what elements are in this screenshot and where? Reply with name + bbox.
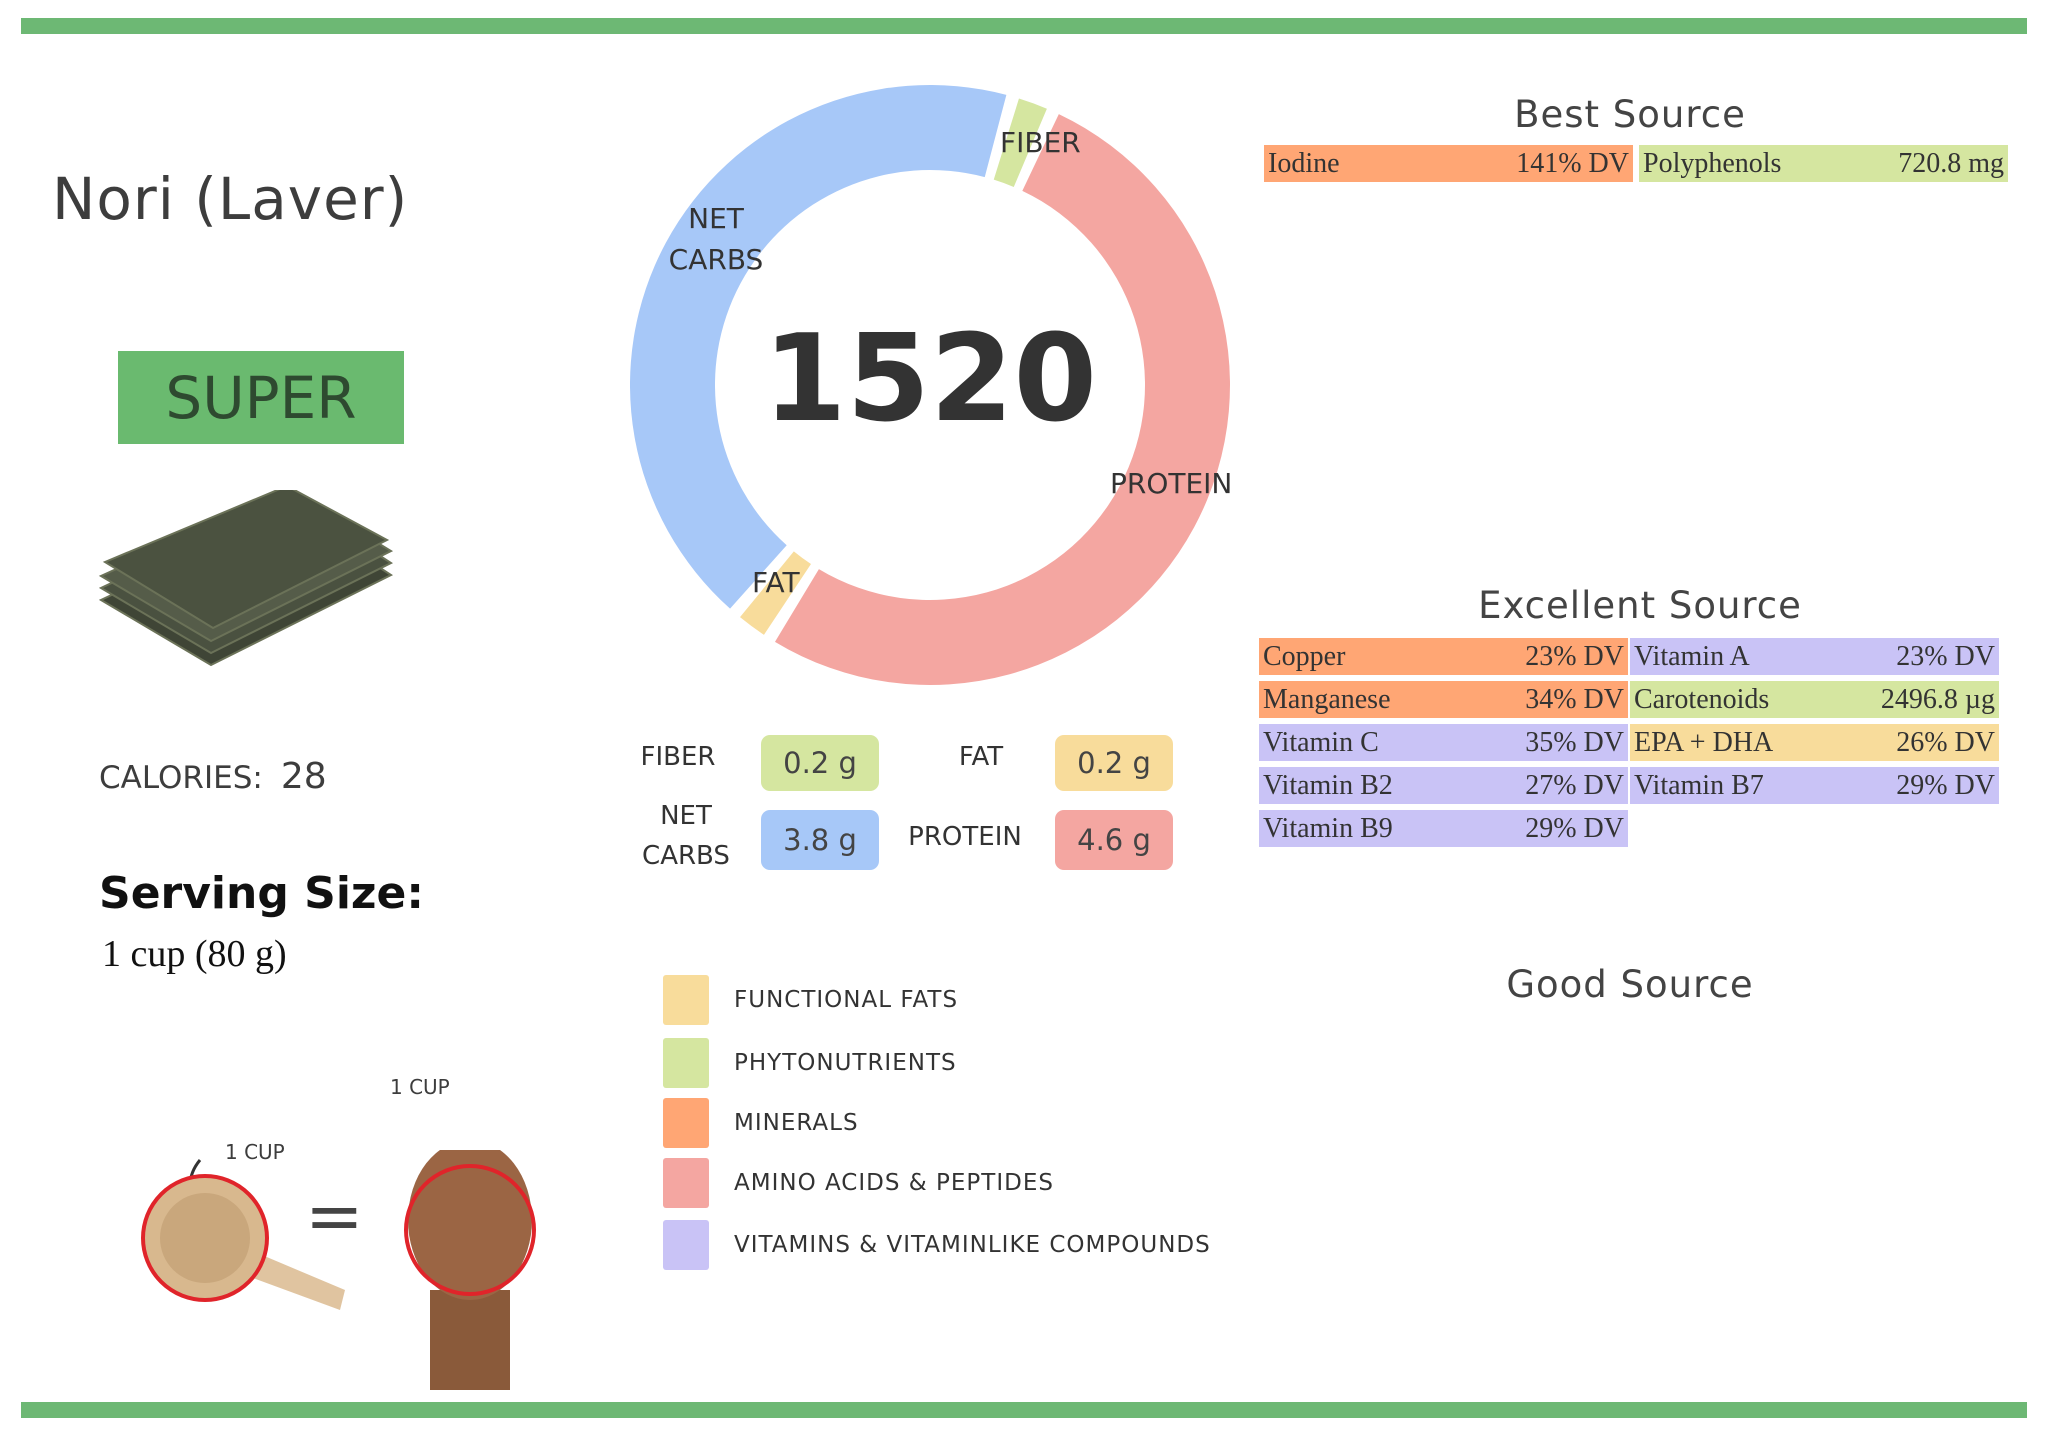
legend-label: PHYTONUTRIENTS — [734, 1050, 957, 1076]
nutrient-value: 2496.8 µg — [1880, 683, 1995, 715]
macro-value-fat: 0.2 g — [1055, 735, 1173, 791]
legend-swatch — [663, 1038, 709, 1088]
top-border — [21, 18, 2027, 34]
macro-label-net: NET — [660, 801, 712, 831]
legend-item: PHYTONUTRIENTS — [663, 1038, 957, 1088]
donut-segment-fiber — [993, 98, 1047, 187]
nutrient-value: 26% DV — [1896, 726, 1995, 758]
legend-item: AMINO ACIDS & PEPTIDES — [663, 1158, 1054, 1208]
bottom-border — [21, 1402, 2027, 1418]
nutrient-name: Copper — [1263, 640, 1346, 672]
nutrient-name: Manganese — [1263, 683, 1391, 715]
macro-label-fat: FAT — [958, 742, 1004, 772]
nutrient-name: EPA + DHA — [1634, 726, 1774, 758]
nutrient-value: 23% DV — [1896, 640, 1995, 672]
nutrient-row: Vitamin B2 27% DV — [1259, 767, 1628, 804]
nutrient-row: Iodine 141% DV — [1264, 145, 1633, 182]
donut-segment-protein — [774, 114, 1230, 685]
nutrient-name: Vitamin B9 — [1263, 812, 1393, 844]
macro-label-protein: PROTEIN — [908, 822, 1022, 852]
nutrient-row: Carotenoids 2496.8 µg — [1630, 681, 1999, 718]
cup-label: 1 CUP — [225, 1140, 285, 1164]
donut-label-protein: PROTEIN — [1110, 467, 1233, 500]
legend-label: MINERALS — [734, 1110, 859, 1136]
nutrient-value: 34% DV — [1525, 683, 1624, 715]
food-title: Nori (Laver) — [52, 165, 409, 233]
donut-label-fat: FAT — [752, 566, 800, 599]
legend-swatch — [663, 1158, 709, 1208]
svg-text:=: = — [305, 1175, 364, 1257]
excellent-source-title: Excellent Source — [1478, 584, 1802, 627]
cup-and-fist-icon: = — [141, 1150, 536, 1390]
nutrient-value: 29% DV — [1896, 769, 1995, 801]
calories: CALORIES: 28 — [99, 756, 327, 797]
nutrient-value: 720.8 mg — [1898, 147, 2004, 179]
nutrient-value: 141% DV — [1516, 147, 1629, 179]
donut-label-net-carbs: NET CARBS — [668, 198, 764, 280]
legend-label: FUNCTIONAL FATS — [734, 987, 959, 1013]
macro-donut-chart — [629, 84, 1230, 685]
donut-center-value: 1520 — [763, 310, 1097, 449]
macro-label-net-carbs: NET CARBS — [626, 796, 746, 876]
legend-swatch — [663, 1220, 709, 1270]
donut-segment-fat — [740, 551, 811, 635]
nutrient-name: Polyphenols — [1643, 147, 1782, 179]
macro-value-net-carbs: 3.8 g — [761, 810, 879, 870]
nutrient-value: 29% DV — [1525, 812, 1624, 844]
nori-image — [98, 490, 394, 667]
nutrient-row: EPA + DHA 26% DV — [1630, 724, 1999, 761]
nutrient-row: Vitamin C 35% DV — [1259, 724, 1628, 761]
donut-label-carbs: CARBS — [668, 243, 764, 276]
legend-swatch — [663, 975, 709, 1025]
nutrient-row: Vitamin B7 29% DV — [1630, 767, 1999, 804]
nutrient-name: Vitamin C — [1263, 726, 1379, 758]
calories-label: CALORIES: — [99, 760, 263, 796]
donut-label-fiber: FIBER — [1000, 126, 1081, 159]
nutrient-row: Vitamin B9 29% DV — [1259, 810, 1628, 847]
calories-value: 28 — [280, 756, 327, 797]
rating-badge: SUPER — [118, 351, 404, 444]
macro-value-protein: 4.6 g — [1055, 810, 1173, 870]
nutrient-value: 23% DV — [1525, 640, 1624, 672]
nutrient-name: Carotenoids — [1634, 683, 1770, 715]
nutrient-value: 27% DV — [1525, 769, 1624, 801]
macro-label-fiber: FIBER — [640, 742, 716, 772]
good-source-title: Good Source — [1506, 963, 1754, 1006]
legend-item: FUNCTIONAL FATS — [663, 975, 958, 1025]
legend-label: VITAMINS & VITAMINLIKE COMPOUNDS — [734, 1232, 1211, 1258]
donut-label-net: NET — [688, 202, 744, 235]
legend-item: VITAMINS & VITAMINLIKE COMPOUNDS — [663, 1220, 1211, 1270]
nutrient-value: 35% DV — [1525, 726, 1624, 758]
nutrient-row: Polyphenols 720.8 mg — [1639, 145, 2008, 182]
macro-value-fiber: 0.2 g — [761, 735, 879, 791]
serving-size-value: 1 cup (80 g) — [102, 933, 287, 975]
legend-label: AMINO ACIDS & PEPTIDES — [734, 1170, 1054, 1196]
serving-size-label: Serving Size: — [99, 868, 424, 919]
nutrient-name: Vitamin B2 — [1263, 769, 1393, 801]
donut-segment-net_carbs — [629, 84, 1007, 609]
macro-label-carbs: CARBS — [642, 841, 730, 871]
nutrient-name: Iodine — [1268, 147, 1340, 179]
nutrient-row: Copper 23% DV — [1259, 638, 1628, 675]
legend-swatch — [663, 1098, 709, 1148]
best-source-title: Best Source — [1514, 93, 1746, 136]
nutrient-row: Vitamin A 23% DV — [1630, 638, 1999, 675]
nutrient-name: Vitamin A — [1634, 640, 1750, 672]
fist-label: 1 CUP — [390, 1075, 450, 1099]
legend-item: MINERALS — [663, 1098, 859, 1148]
nutrient-row: Manganese 34% DV — [1259, 681, 1628, 718]
nutrient-name: Vitamin B7 — [1634, 769, 1764, 801]
